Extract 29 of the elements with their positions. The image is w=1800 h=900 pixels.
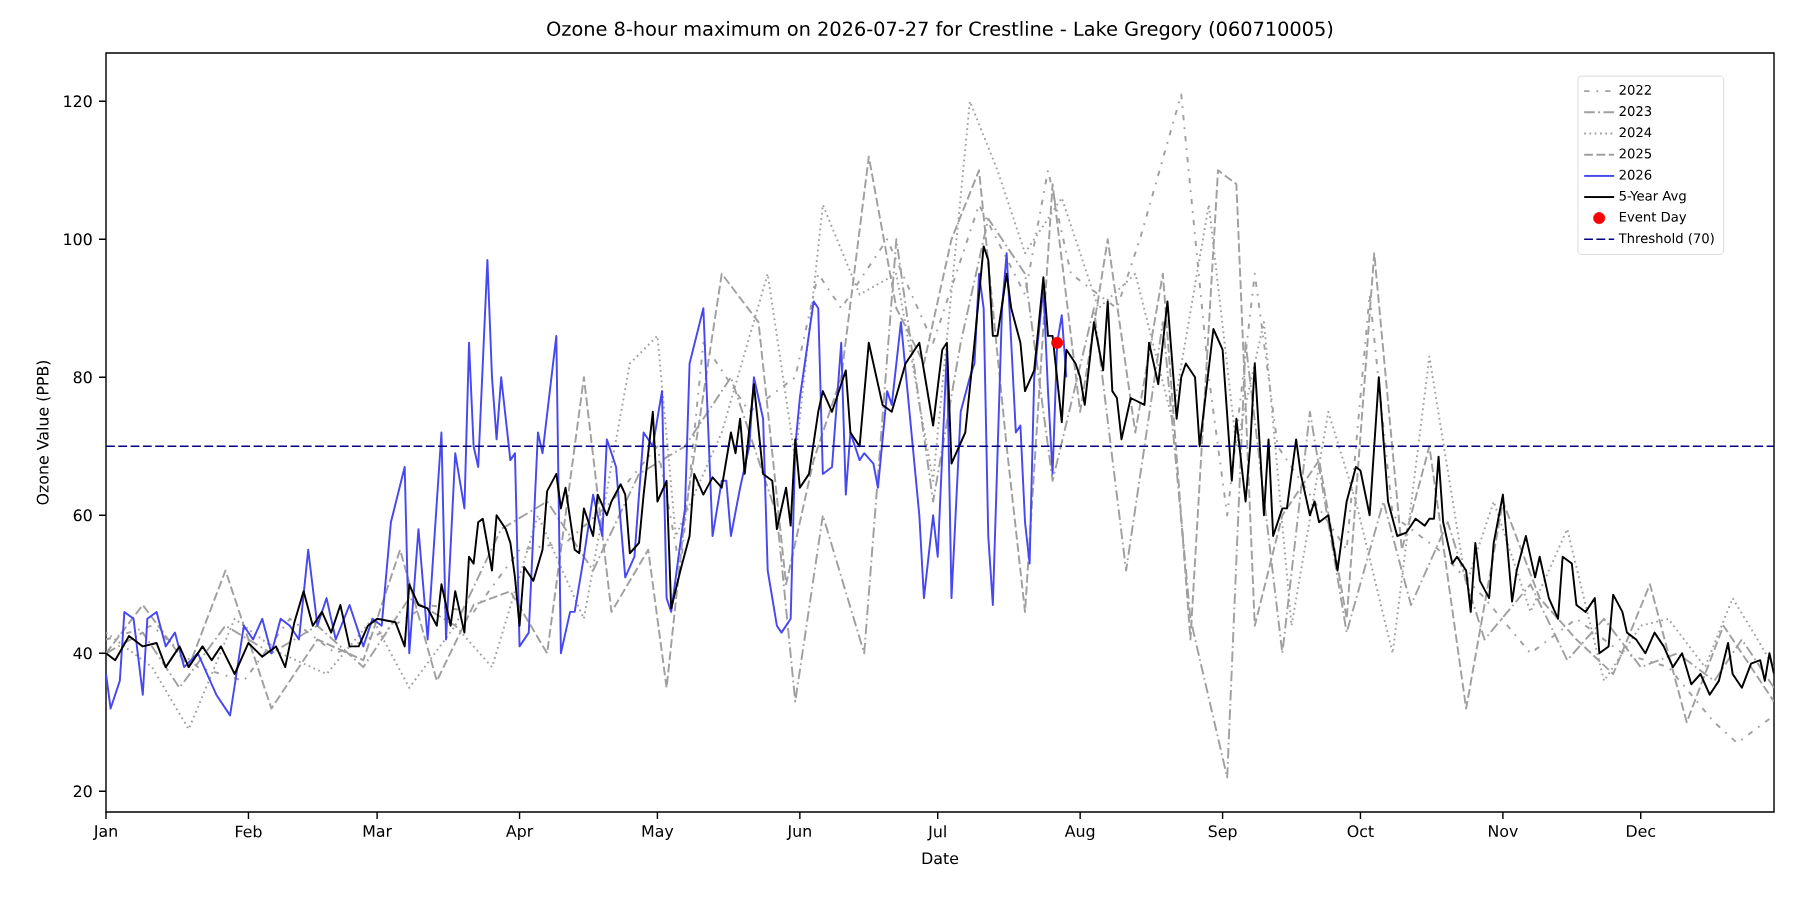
y-tick-label: 80	[73, 371, 92, 384]
legend-label: 5-Year Avg	[1619, 190, 1686, 204]
legend-label: 2025	[1619, 148, 1652, 159]
x-axis-title: Date	[922, 852, 959, 865]
legend-label: Event Day	[1619, 211, 1687, 225]
x-tick-label: Jan	[92, 825, 117, 840]
y-axis-title: Ozone Value (PPB)	[36, 360, 51, 505]
x-tick-label: Aug	[1064, 825, 1095, 841]
x-tick-label: Sep	[1208, 825, 1237, 841]
legend-label: 2022	[1619, 84, 1651, 95]
x-tick-label: Jul	[927, 825, 946, 841]
x-tick-label: Jun	[786, 825, 811, 840]
x-tick-label: Apr	[505, 825, 534, 841]
chart-title: Ozone 8-hour maximum on 2026-07-27 for Crestline - Lake Gregory (060710005)	[547, 21, 1333, 40]
y-tick-label: 20	[73, 785, 92, 798]
x-tick-label: Mar	[363, 825, 393, 837]
x-tick-label: Dec	[1627, 825, 1656, 837]
y-tick-label: 40	[73, 647, 92, 660]
y-tick-label: 60	[73, 509, 92, 522]
x-tick-label: Nov	[1489, 825, 1518, 837]
x-tick-label: May	[642, 825, 674, 841]
y-tick-label: 100	[64, 233, 92, 246]
x-tick-label: Feb	[236, 825, 262, 838]
legend-label: 2026	[1619, 169, 1652, 180]
x-tick-label: Oct	[1347, 825, 1374, 838]
legend-label: Threshold (70)	[1618, 233, 1714, 245]
legend-label: 2023	[1619, 106, 1652, 117]
y-tick-label: 120	[64, 95, 92, 108]
legend-label: 2024	[1619, 127, 1652, 138]
